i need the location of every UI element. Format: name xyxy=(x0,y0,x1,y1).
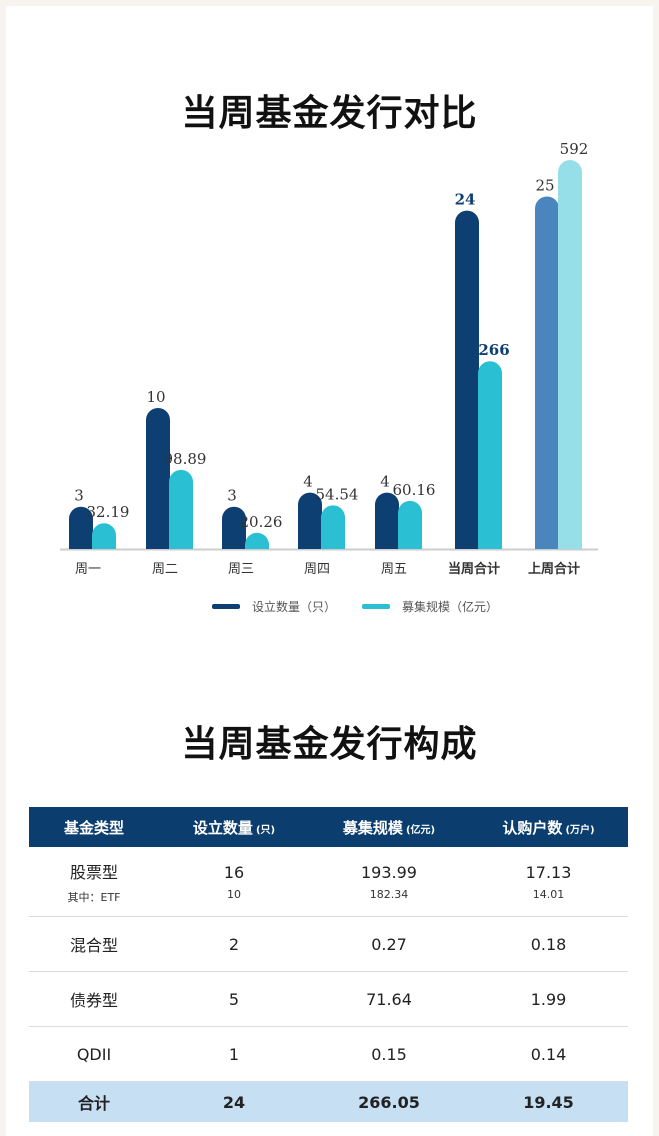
total-count: 24 xyxy=(159,1081,309,1122)
total-users: 19.45 xyxy=(469,1081,628,1122)
data-label-count-2: 3 xyxy=(227,487,237,505)
cell-type: 股票型 其中：ETF xyxy=(29,847,159,917)
data-label-scale-5: 266 xyxy=(478,341,509,359)
cell-scale: 0.15 xyxy=(309,1026,469,1082)
cell-type: QDII xyxy=(29,1026,159,1082)
data-label-count-0: 3 xyxy=(74,487,84,505)
fund-composition-table: 基金类型 设立数量 (只) 募集规模 (亿元) 认购户数 (万户) 股票型 其中：ETF… xyxy=(29,807,628,1122)
bar-count-4 xyxy=(375,492,399,549)
bar-scale-4 xyxy=(398,500,422,549)
x-tick-label-5: 当周合计 xyxy=(448,561,500,577)
bar-count-1 xyxy=(146,408,170,549)
cell-scale: 0.27 xyxy=(309,916,469,972)
cell-users: 0.18 xyxy=(469,916,628,972)
table-header-row: 基金类型 设立数量 (只) 募集规模 (亿元) 认购户数 (万户) xyxy=(29,807,628,847)
table-row: 混合型 2 0.27 0.18 xyxy=(29,916,628,972)
data-label-count-6: 25 xyxy=(535,177,554,195)
data-label-count-5: 24 xyxy=(455,191,476,209)
data-label-count-4: 4 xyxy=(380,473,390,491)
cell-scale: 71.64 xyxy=(309,971,469,1027)
x-tick-label-6: 上周合计 xyxy=(528,561,580,577)
bar-scale-5 xyxy=(478,361,502,549)
chart-title: 当周基金发行对比 xyxy=(181,93,478,134)
x-tick-label-2: 周三 xyxy=(228,562,254,577)
header-type: 基金类型 xyxy=(29,807,159,847)
cell-scale: 193.99 182.34 xyxy=(309,847,469,917)
cell-users: 0.14 xyxy=(469,1026,628,1082)
legend-label-count: 设立数量（只） xyxy=(252,600,337,614)
cell-count: 5 xyxy=(159,971,309,1027)
data-label-scale-3: 54.54 xyxy=(316,485,359,503)
total-type: 合计 xyxy=(29,1081,159,1122)
cell-type: 债券型 xyxy=(29,971,159,1027)
data-label-count-3: 4 xyxy=(303,473,313,491)
x-tick-label-4: 周五 xyxy=(381,562,407,577)
table-title: 当周基金发行构成 xyxy=(181,724,478,765)
cell-type: 混合型 xyxy=(29,916,159,972)
bar-scale-3 xyxy=(321,505,345,549)
bar-scale-0 xyxy=(92,523,116,549)
bar-count-6 xyxy=(535,196,559,549)
table-row: QDII 1 0.15 0.14 xyxy=(29,1026,628,1082)
bar-count-2 xyxy=(222,506,246,549)
bar-count-3 xyxy=(298,492,322,549)
bar-scale-2 xyxy=(245,532,269,549)
cell-users: 17.13 14.01 xyxy=(469,847,628,917)
legend-label-scale: 募集规模（亿元） xyxy=(402,600,499,614)
legend-swatch-count xyxy=(212,604,240,609)
bar-scale-6 xyxy=(558,160,582,549)
x-tick-label-1: 周二 xyxy=(152,562,178,577)
table-row: 债券型 5 71.64 1.99 xyxy=(29,971,628,1027)
data-label-scale-1: 98.89 xyxy=(164,450,207,468)
header-scale: 募集规模 (亿元) xyxy=(309,807,469,847)
bar-count-5 xyxy=(455,210,479,549)
table-row: 股票型 其中：ETF 16 10 193.99 182.34 17.13 14.01 xyxy=(29,847,628,917)
header-count: 设立数量 (只) xyxy=(159,807,309,847)
bar-count-0 xyxy=(69,506,93,549)
bar-scale-1 xyxy=(169,469,193,549)
x-tick-label-0: 周一 xyxy=(75,562,101,577)
data-label-scale-4: 60.16 xyxy=(393,481,436,499)
table-total-row: 合计 24 266.05 19.45 xyxy=(29,1081,628,1122)
x-tick-label-3: 周四 xyxy=(304,562,330,577)
cell-users: 1.99 xyxy=(469,971,628,1027)
data-label-scale-2: 20.26 xyxy=(240,513,283,531)
legend-item-scale: 募集规模（亿元） xyxy=(362,598,498,615)
cell-count: 16 10 xyxy=(159,847,309,917)
data-label-scale-6: 592 xyxy=(560,140,589,158)
cell-count: 1 xyxy=(159,1026,309,1082)
cell-count: 2 xyxy=(159,916,309,972)
legend-swatch-scale xyxy=(362,604,390,609)
total-scale: 266.05 xyxy=(309,1081,469,1122)
header-users: 认购户数 (万户) xyxy=(469,807,628,847)
data-label-scale-0: 32.19 xyxy=(87,503,130,521)
legend-item-count: 设立数量（只） xyxy=(212,598,336,615)
data-label-count-1: 10 xyxy=(146,388,165,406)
